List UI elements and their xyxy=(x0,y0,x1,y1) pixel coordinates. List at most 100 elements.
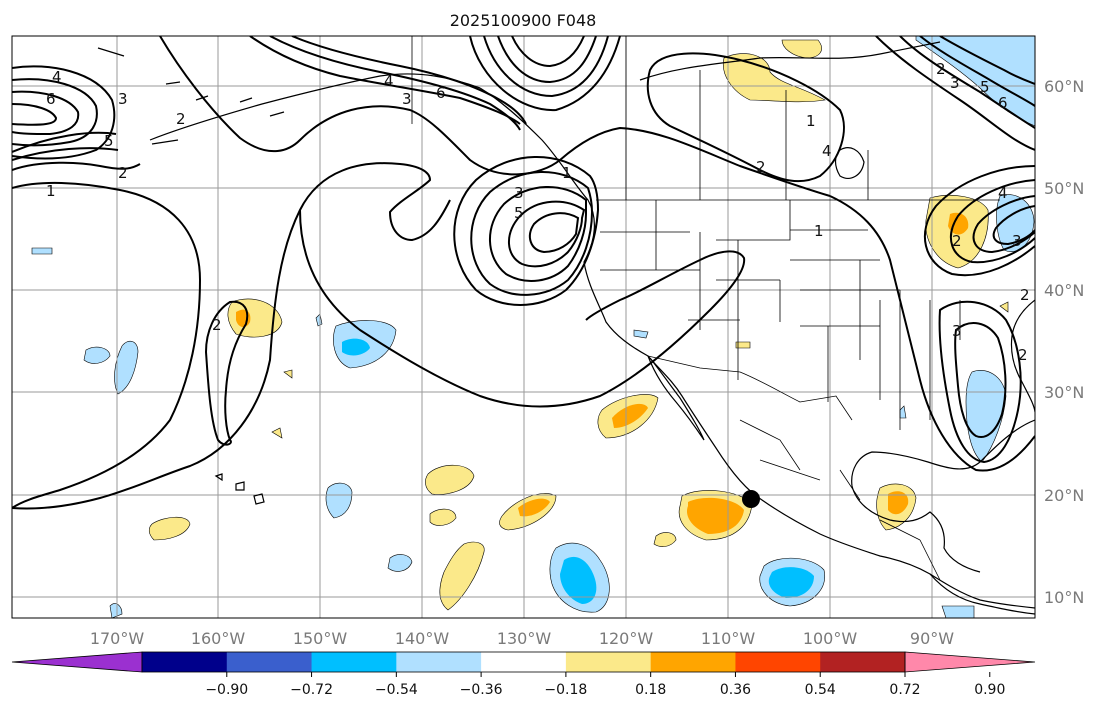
strong-negative-anomaly xyxy=(342,338,370,356)
longitude-label: 120°W xyxy=(599,629,654,648)
baja-california-coast xyxy=(647,355,705,441)
colorbar-tick-label: 0.36 xyxy=(720,682,751,698)
longitude-label: 160°W xyxy=(191,629,246,648)
map-panel: 4 6 3 5 1 2 2 2 3 5 4 3 6 1 1 4 2 1 2 3 … xyxy=(12,36,1035,618)
contour-label: 4 xyxy=(998,184,1008,202)
contour-label: 2 xyxy=(1020,286,1030,304)
colorbar-segment xyxy=(142,652,228,672)
colorbar-tick-label: 0.72 xyxy=(889,682,920,698)
colorbar-segment xyxy=(481,652,567,672)
contour-label: 6 xyxy=(46,90,56,108)
colorbar-frame xyxy=(141,651,906,673)
contour-label: 1 xyxy=(562,164,572,182)
contour-label: 2 xyxy=(756,158,766,176)
contour-line xyxy=(511,36,585,68)
contour-label: 2 xyxy=(176,110,186,128)
strong-negative-anomaly xyxy=(560,556,597,604)
contour-label: 4 xyxy=(822,142,832,160)
negative-anomaly-region xyxy=(31,247,53,255)
positive-anomaly-region xyxy=(148,516,191,541)
contour-line xyxy=(829,195,1035,472)
strong-positive-anomaly xyxy=(888,491,909,515)
colorbar-segment xyxy=(396,652,482,672)
contour-labels: 4 6 3 5 1 2 2 2 3 5 4 3 6 1 1 4 2 1 2 3 … xyxy=(46,60,1030,364)
map-frame xyxy=(11,35,1036,619)
positive-anomaly-region xyxy=(227,298,283,338)
longitude-label: 100°W xyxy=(803,629,858,648)
positive-anomaly-region xyxy=(999,301,1009,313)
strong-negative-anomaly xyxy=(768,567,814,598)
longitude-label: 170°W xyxy=(90,629,145,648)
contour-label: 4 xyxy=(52,68,62,86)
contour-line xyxy=(938,300,1022,464)
contour-line xyxy=(489,186,587,282)
contour-line xyxy=(646,52,845,183)
colorbar-tick-label: 0.54 xyxy=(805,682,836,698)
negative-anomaly-region xyxy=(387,554,413,572)
contour-line xyxy=(469,36,621,112)
contour-line xyxy=(204,300,249,446)
storm-position-marker xyxy=(742,490,760,508)
contour-label: 5 xyxy=(514,204,524,222)
colorbar-segment xyxy=(226,652,313,672)
contour-lines xyxy=(12,36,1035,510)
colorbar-tick-label: 0.90 xyxy=(974,682,1005,698)
colorbar-segment xyxy=(820,652,906,672)
contour-label: 3 xyxy=(402,90,412,108)
contour-line xyxy=(972,195,1035,254)
political-borders xyxy=(411,36,1000,581)
mexico-state-border xyxy=(739,419,941,581)
contour-line xyxy=(269,36,521,131)
colorbar-segment xyxy=(565,652,652,672)
contour-label: 2 xyxy=(936,60,946,78)
aleutian-coast xyxy=(149,73,481,141)
latitude-label: 20°N xyxy=(1044,486,1084,505)
contour-line xyxy=(483,36,609,98)
us-state-border xyxy=(600,200,961,430)
contour-label: 3 xyxy=(1012,232,1022,250)
contour-line xyxy=(12,78,98,147)
contour-line xyxy=(12,65,116,160)
colorbar-tick-label: −0.54 xyxy=(375,682,418,698)
colorbar-extend-max xyxy=(904,651,1036,673)
contour-line xyxy=(249,36,521,125)
contour-line xyxy=(12,181,202,509)
strong-positive-anomaly xyxy=(518,498,550,517)
strong-positive-anomaly xyxy=(686,497,744,534)
positive-anomaly-region xyxy=(653,532,677,547)
contour-line xyxy=(497,36,597,84)
negative-anomaly-region xyxy=(83,346,111,364)
colorbar-extend-min xyxy=(11,651,143,673)
contour-label: 3 xyxy=(952,322,962,340)
us-mexico-border xyxy=(647,355,853,421)
positive-anomaly-region xyxy=(735,341,751,349)
contour-line xyxy=(992,205,1035,246)
atlantic-coast xyxy=(1010,299,1035,413)
longitude-label: 90°W xyxy=(910,629,954,648)
contour-label: 5 xyxy=(104,132,114,150)
latitude-label: 10°N xyxy=(1044,588,1084,607)
contour-label: 2 xyxy=(118,164,128,182)
longitude-label: 130°W xyxy=(497,629,552,648)
contour-line xyxy=(954,322,1007,438)
colorbar: −0.90 −0.72 −0.54 −0.36 −0.18 0.18 0.36 0.54 0.7… xyxy=(11,651,1036,698)
negative-anomaly-region xyxy=(114,340,139,395)
shaded-anomalies xyxy=(31,36,1035,618)
contour-label: 4 xyxy=(384,72,394,90)
north-america-coast xyxy=(479,87,1035,609)
negative-anomaly-region xyxy=(941,605,975,618)
positive-anomaly-region xyxy=(722,53,826,103)
contour-label: 2 xyxy=(952,232,962,250)
latitude-labels: 60°N 50°N 40°N 30°N 20°N 10°N xyxy=(1044,77,1084,607)
contour-label: 6 xyxy=(436,84,446,102)
coastlines xyxy=(97,41,1035,615)
contour-label: 3 xyxy=(118,90,128,108)
negative-anomaly-region xyxy=(109,603,123,618)
hudson-bay-coast xyxy=(834,147,865,179)
colorbar-tick-label: −0.36 xyxy=(460,682,503,698)
hawaii-islands xyxy=(214,473,265,505)
contour-label: 3 xyxy=(514,184,524,202)
negative-anomaly-region xyxy=(325,482,353,519)
contour-label: 5 xyxy=(980,78,990,96)
